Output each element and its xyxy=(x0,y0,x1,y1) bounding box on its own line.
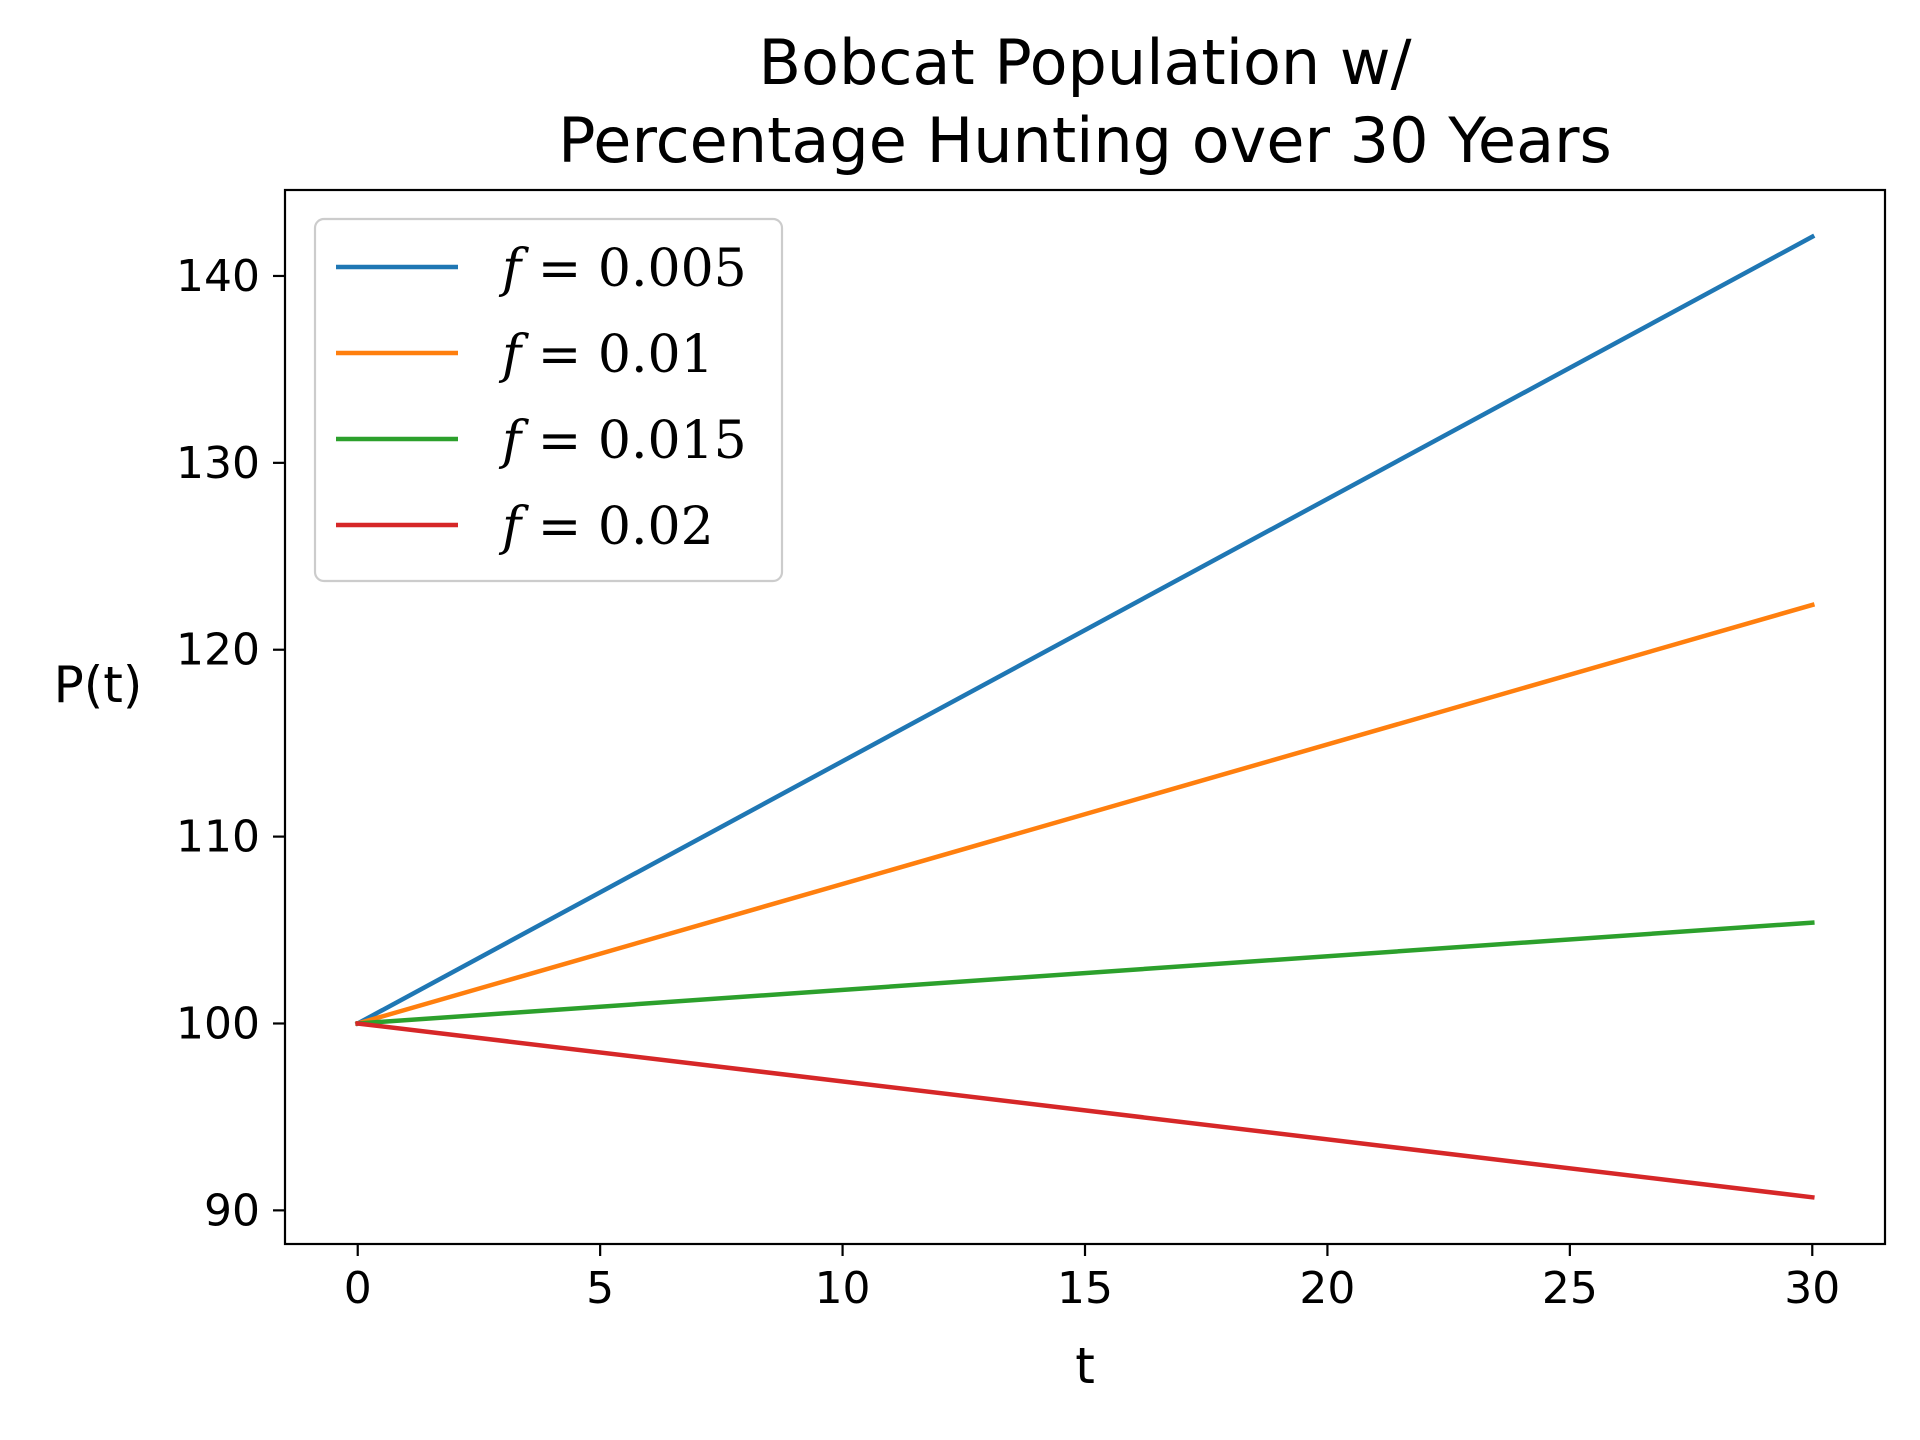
x-tick-label: 10 xyxy=(815,1263,871,1314)
y-tick-label: 140 xyxy=(176,251,260,302)
x-tick-label: 15 xyxy=(1057,1263,1113,1314)
chart-title-line-2: Percentage Hunting over 30 Years xyxy=(558,104,1612,177)
x-axis-label: t xyxy=(1075,1337,1095,1395)
y-axis-label: P(t) xyxy=(54,656,143,714)
legend-label-4: f = 0.02 xyxy=(498,497,714,557)
y-tick-label: 130 xyxy=(176,438,260,489)
x-tick-label: 25 xyxy=(1542,1263,1598,1314)
x-axis: 0 5 10 15 20 25 30 xyxy=(344,1244,1840,1314)
y-axis: 90 100 110 120 130 140 xyxy=(176,251,285,1236)
y-tick-label: 90 xyxy=(204,1185,260,1236)
x-tick-label: 5 xyxy=(586,1263,614,1314)
y-tick-label: 110 xyxy=(176,812,260,863)
legend-box xyxy=(313,217,784,583)
chart-title: Bobcat Population w/ Percentage Hunting … xyxy=(558,26,1612,177)
x-tick-label: 0 xyxy=(344,1263,372,1314)
legend-label-3: f = 0.015 xyxy=(498,411,747,471)
x-tick-label: 30 xyxy=(1784,1263,1840,1314)
legend-label-2: f = 0.01 xyxy=(498,325,714,385)
y-tick-label: 100 xyxy=(176,998,260,1049)
plot-lines xyxy=(354,233,1816,1200)
chart-title-line-1: Bobcat Population w/ xyxy=(759,26,1412,99)
legend-label-1: f = 0.005 xyxy=(498,239,747,299)
series-line-2 xyxy=(354,602,1816,1027)
x-tick-label: 20 xyxy=(1299,1263,1355,1314)
series-line-4 xyxy=(355,1020,1815,1200)
series-line-3 xyxy=(355,920,1815,1026)
y-tick-label: 120 xyxy=(176,625,260,676)
legend: f = 0.005 f = 0.01 f = 0.015 f = 0.02 xyxy=(313,217,784,583)
series-line-1 xyxy=(354,233,1816,1027)
